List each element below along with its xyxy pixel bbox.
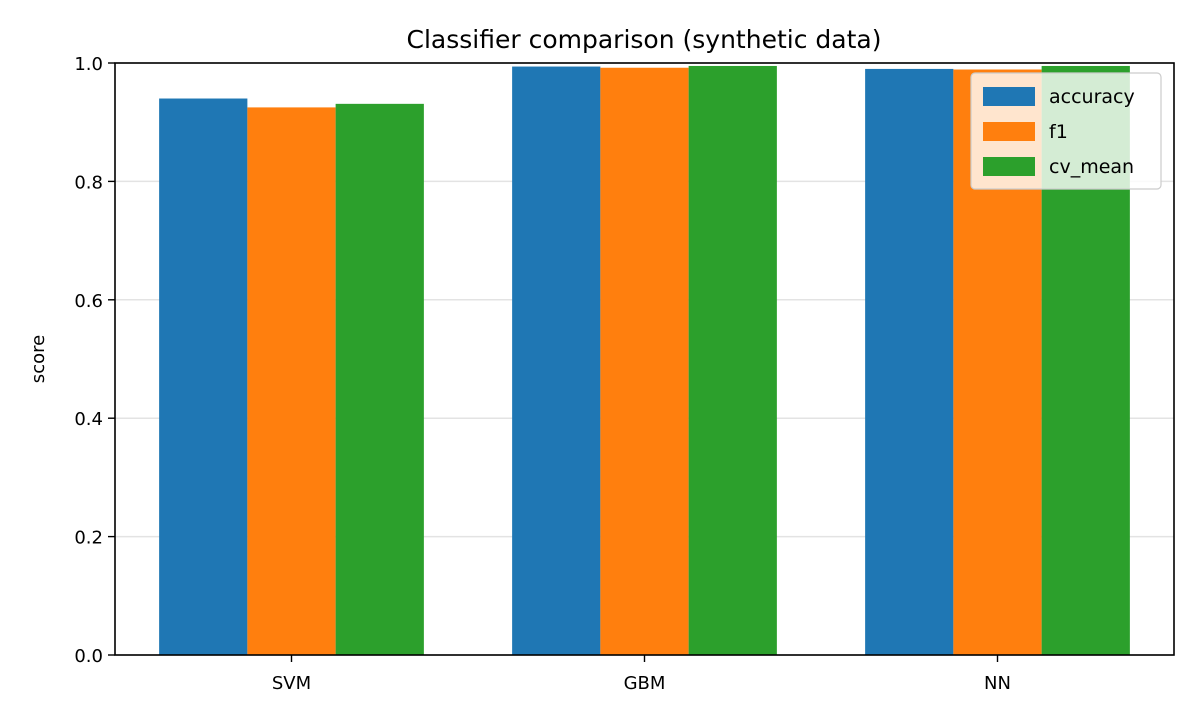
y-axis-label: score [28,335,49,383]
y-tick-label: 0.6 [74,291,103,312]
ticks: 0.0 0.2 0.4 0.6 0.8 1.0 SVM GBM NN [74,54,1011,694]
chart-title: Classifier comparison (synthetic data) [407,25,882,54]
y-tick-label: 1.0 [74,54,103,75]
legend-label: accuracy [1049,86,1135,108]
legend-label: cv_mean [1049,156,1134,178]
y-tick-label: 0.4 [74,409,103,430]
legend: accuracy f1 cv_mean [970,72,1162,190]
bar-cv_mean [335,103,424,655]
bar-f1 [247,107,336,655]
y-tick-label: 0.0 [74,646,103,667]
bar-accuracy [512,66,601,655]
bar-cv_mean [688,65,777,655]
bars [159,65,1130,656]
legend-swatch [983,87,1035,106]
x-tick-label: SVM [272,673,311,694]
bar-accuracy [159,98,248,655]
bar-f1 [600,67,689,655]
bar-accuracy [865,68,954,656]
y-tick-label: 0.8 [74,172,103,193]
x-tick-label: GBM [624,673,666,694]
legend-label: f1 [1049,121,1068,143]
y-tick-label: 0.2 [74,528,103,549]
legend-swatch [983,122,1035,141]
x-tick-label: NN [984,673,1011,694]
legend-swatch [983,157,1035,176]
